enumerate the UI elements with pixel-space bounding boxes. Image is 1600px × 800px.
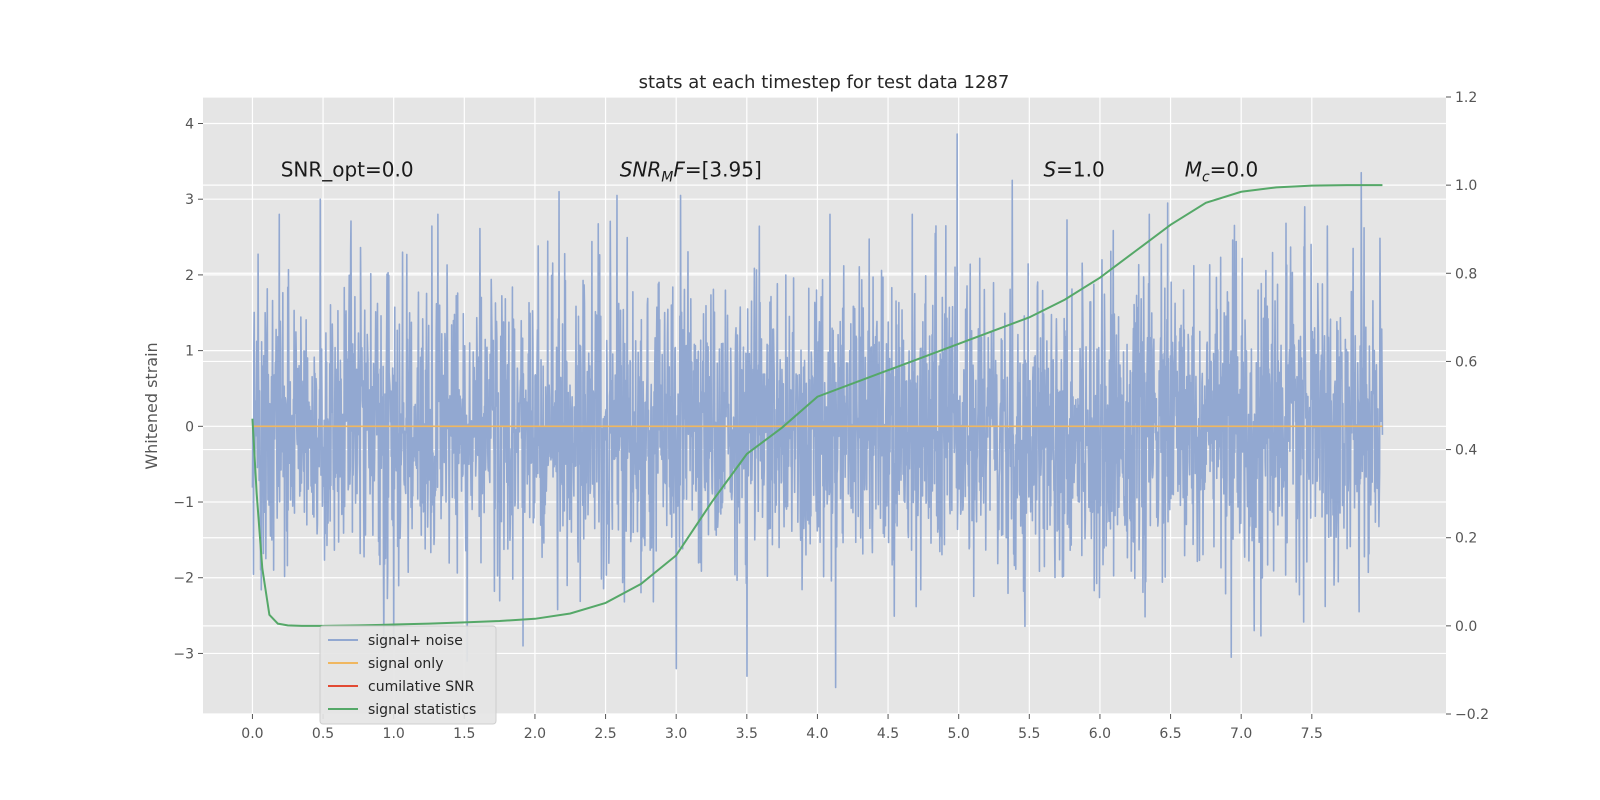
y-tick-label: −3: [173, 646, 194, 662]
legend-label: signal statistics: [368, 702, 476, 718]
signal-noise-line: [251, 133, 1384, 689]
x-tick-label: 4.0: [806, 726, 828, 742]
y-tick-label: 3: [185, 192, 194, 208]
x-tick-label: 3.0: [665, 726, 687, 742]
y-axis-label: Whitened strain: [142, 342, 161, 469]
x-tick-label: 2.5: [594, 726, 616, 742]
series-layer: [251, 133, 1384, 689]
signal-statistics-line: [251, 184, 1383, 627]
y2-tick-label: −0.2: [1455, 707, 1489, 723]
y-tick-label: −1: [173, 495, 194, 511]
y2-tick-label: 0.6: [1455, 354, 1477, 370]
x-tick-label: 7.0: [1230, 726, 1252, 742]
x-tick-label: 1.0: [383, 726, 405, 742]
series-3: [251, 184, 1383, 627]
y2-tick-label: 0.0: [1455, 619, 1477, 635]
y2-tick-label: 0.8: [1455, 266, 1477, 282]
legend: signal+ noise signal only cumilative SNR si…: [319, 625, 497, 725]
legend-label: signal+ noise: [368, 633, 463, 649]
x-tick-label: 5.0: [948, 726, 970, 742]
x-axis-ticks: 0.0 0.5 1.0 1.5 2.0 2.5 3.0 3.5 4.0 4.5 5.0 5.5 6.0 6…: [241, 714, 1323, 742]
y2-axis-ticks: −0.2 0.0 0.2 0.4 0.6 0.8 1.0 1.2: [1446, 90, 1489, 723]
annotation-suffix: =[3.95]: [685, 157, 762, 181]
annotation-prefix: S: [1043, 157, 1056, 181]
y-tick-label: 4: [185, 116, 194, 132]
y-tick-label: −2: [173, 571, 194, 587]
x-tick-label: 5.5: [1018, 726, 1040, 742]
x-tick-label: 2.0: [524, 726, 546, 742]
legend-box: [319, 625, 497, 725]
y-axis-ticks: −3 −2 −1 0 1 2 3 4: [173, 116, 203, 662]
annotation-text: S=1.0: [1043, 157, 1104, 181]
annotation-text: SNRMF=[3.95]: [620, 157, 762, 185]
y2-tick-label: 1.0: [1455, 178, 1477, 194]
y2-tick-label: 0.4: [1455, 443, 1477, 459]
x-tick-label: 4.5: [877, 726, 899, 742]
x-tick-label: 7.5: [1301, 726, 1323, 742]
legend-label: signal only: [368, 656, 443, 672]
x-tick-label: 6.0: [1089, 726, 1111, 742]
y-tick-label: 0: [185, 419, 194, 435]
y-tick-label: 2: [185, 268, 194, 284]
annotations: SNR_opt=0.0 SNRMF=[3.95] S=1.0 Mc=0.0: [281, 157, 1259, 185]
x-tick-label: 0.0: [241, 726, 263, 742]
annotation-suffix-var: F: [673, 157, 685, 181]
y2-tick-label: 1.2: [1455, 90, 1477, 106]
annotation-suffix: =0.0: [1210, 157, 1259, 181]
annotation-subscript: c: [1202, 169, 1210, 185]
y-tick-label: 1: [185, 344, 194, 360]
chart-title: stats at each timestep for test data 128…: [639, 72, 1010, 93]
y2-tick-label: 0.2: [1455, 531, 1477, 547]
annotation-suffix: =1.0: [1056, 157, 1105, 181]
x-tick-label: 6.5: [1159, 726, 1181, 742]
series-0: [251, 133, 1384, 689]
annotation-text: Mc=0.0: [1185, 157, 1259, 185]
x-tick-label: 3.5: [736, 726, 758, 742]
annotation-subscript: M: [661, 169, 673, 185]
annotation-text: SNR_opt=0.0: [281, 157, 414, 181]
annotation-prefix: SNR: [620, 157, 662, 181]
legend-label: cumilative SNR: [368, 679, 475, 695]
x-tick-label: 1.5: [453, 726, 475, 742]
annotation-prefix: SNR_opt=0.0: [281, 157, 414, 181]
x-tick-label: 0.5: [312, 726, 334, 742]
annotation-prefix: M: [1185, 157, 1202, 181]
